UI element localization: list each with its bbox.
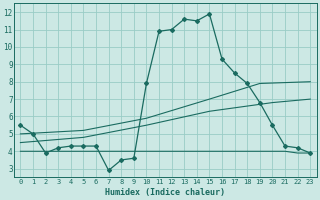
X-axis label: Humidex (Indice chaleur): Humidex (Indice chaleur)	[105, 188, 225, 197]
